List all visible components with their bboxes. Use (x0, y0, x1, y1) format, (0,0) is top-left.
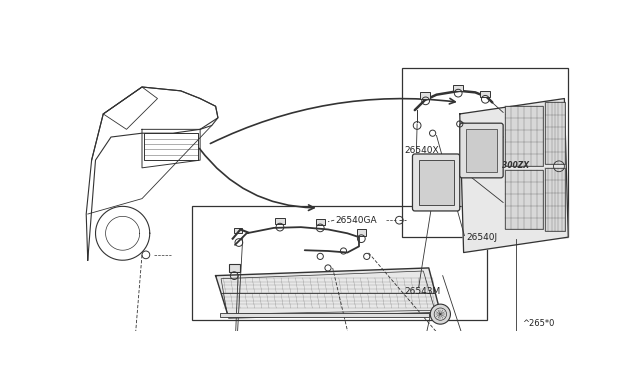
Bar (420, 92, 430, 99)
Text: 26540H: 26540H (505, 108, 540, 117)
Text: 26543M: 26543M (404, 286, 440, 295)
Text: 300ZX: 300ZX (502, 161, 529, 170)
Bar (229, 264, 239, 272)
Text: ^265*0: ^265*0 (522, 319, 554, 328)
Bar (419, 160, 454, 205)
FancyBboxPatch shape (460, 123, 503, 178)
Bar (193, 206, 487, 320)
Text: 26540GA: 26540GA (336, 216, 378, 225)
Text: 26543M: 26543M (505, 198, 541, 207)
Bar (505, 106, 543, 166)
Bar (452, 85, 463, 91)
Bar (545, 102, 565, 164)
Circle shape (430, 304, 451, 324)
Bar (480, 91, 490, 97)
Bar (220, 312, 429, 317)
Bar (466, 129, 497, 172)
Text: 26540J: 26540J (505, 132, 536, 141)
Bar (356, 230, 366, 235)
Bar (234, 228, 242, 233)
Bar (316, 219, 325, 225)
Text: 26540J: 26540J (466, 232, 497, 242)
Bar (402, 68, 568, 237)
Polygon shape (216, 268, 440, 318)
Bar (545, 168, 565, 231)
FancyBboxPatch shape (412, 154, 460, 211)
Bar (275, 218, 285, 224)
Text: 26540X: 26540X (404, 147, 438, 155)
Polygon shape (460, 99, 568, 253)
Bar (505, 170, 543, 230)
